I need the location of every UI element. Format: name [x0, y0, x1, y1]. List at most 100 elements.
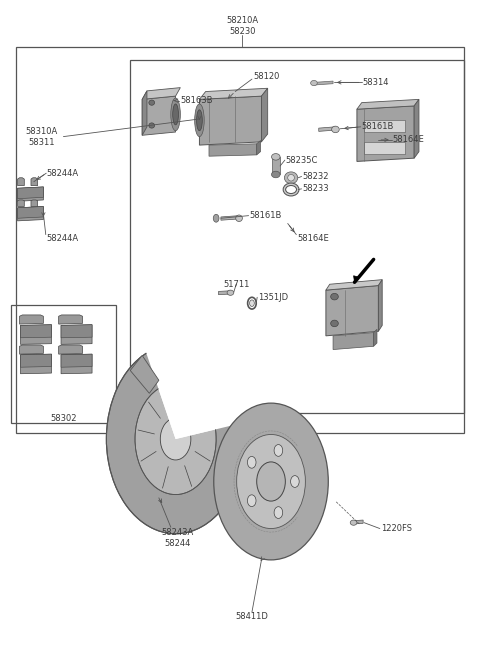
Circle shape	[290, 476, 299, 487]
Polygon shape	[314, 81, 333, 85]
Polygon shape	[20, 345, 43, 354]
Polygon shape	[414, 99, 419, 158]
Polygon shape	[354, 520, 363, 524]
Polygon shape	[262, 89, 268, 142]
Polygon shape	[18, 200, 24, 207]
Ellipse shape	[149, 100, 155, 105]
Polygon shape	[18, 187, 43, 199]
Ellipse shape	[350, 520, 357, 525]
Ellipse shape	[195, 104, 204, 136]
Bar	[364, 142, 405, 154]
Ellipse shape	[284, 172, 298, 184]
Wedge shape	[158, 384, 216, 439]
Ellipse shape	[272, 171, 280, 178]
Polygon shape	[142, 88, 180, 99]
Circle shape	[135, 384, 216, 495]
Polygon shape	[357, 106, 414, 161]
Polygon shape	[61, 354, 92, 374]
Polygon shape	[21, 325, 51, 344]
Ellipse shape	[250, 300, 254, 306]
Polygon shape	[18, 178, 24, 186]
Bar	[16, 47, 464, 432]
Circle shape	[107, 344, 245, 534]
Circle shape	[237, 434, 305, 529]
Polygon shape	[18, 207, 43, 221]
Polygon shape	[21, 354, 51, 367]
Ellipse shape	[197, 110, 202, 131]
Circle shape	[247, 457, 256, 468]
Ellipse shape	[331, 293, 338, 300]
Polygon shape	[333, 333, 373, 350]
Ellipse shape	[149, 123, 155, 128]
Polygon shape	[59, 345, 83, 354]
Polygon shape	[61, 325, 92, 344]
Circle shape	[257, 462, 285, 501]
Text: 51711: 51711	[224, 279, 250, 289]
Polygon shape	[21, 325, 51, 338]
Circle shape	[214, 403, 328, 560]
Text: 58244A: 58244A	[47, 169, 79, 178]
Circle shape	[274, 506, 283, 518]
Text: 58232: 58232	[302, 172, 328, 181]
Polygon shape	[130, 356, 159, 394]
Wedge shape	[144, 338, 249, 439]
Text: 58164E: 58164E	[297, 234, 329, 243]
Ellipse shape	[288, 174, 294, 181]
Text: 1220FS: 1220FS	[381, 524, 412, 533]
Polygon shape	[209, 144, 257, 156]
Bar	[130, 60, 464, 413]
Polygon shape	[61, 354, 92, 367]
Polygon shape	[221, 216, 239, 220]
Bar	[11, 305, 116, 422]
Ellipse shape	[236, 215, 242, 222]
Ellipse shape	[227, 290, 234, 295]
Text: 58302: 58302	[50, 414, 77, 422]
Text: 58210A
58230: 58210A 58230	[227, 16, 258, 35]
Text: 58310A
58311: 58310A 58311	[26, 127, 58, 147]
Polygon shape	[61, 325, 92, 338]
Text: 1351JD: 1351JD	[258, 293, 288, 302]
Ellipse shape	[171, 98, 180, 131]
Polygon shape	[20, 315, 43, 324]
Polygon shape	[326, 279, 382, 290]
Polygon shape	[18, 207, 43, 218]
Text: 58233: 58233	[302, 184, 329, 194]
Text: 58161B: 58161B	[250, 211, 282, 220]
Polygon shape	[257, 140, 261, 155]
Polygon shape	[21, 354, 51, 374]
Polygon shape	[142, 96, 176, 135]
Polygon shape	[218, 291, 230, 295]
Polygon shape	[354, 276, 359, 282]
Text: 58120: 58120	[253, 72, 279, 81]
Ellipse shape	[331, 320, 338, 327]
Circle shape	[160, 418, 191, 460]
Polygon shape	[326, 285, 378, 336]
Polygon shape	[59, 315, 83, 324]
Text: 58244A: 58244A	[47, 234, 79, 243]
Text: 58314: 58314	[363, 78, 389, 87]
Circle shape	[247, 495, 256, 506]
Ellipse shape	[332, 126, 339, 133]
Polygon shape	[373, 329, 377, 346]
Text: 58411D: 58411D	[236, 612, 268, 621]
Ellipse shape	[311, 81, 317, 86]
Polygon shape	[357, 99, 419, 109]
Ellipse shape	[272, 154, 280, 160]
Polygon shape	[18, 187, 43, 201]
Text: 58163B: 58163B	[180, 96, 213, 105]
Polygon shape	[142, 91, 147, 135]
Text: 58161B: 58161B	[361, 122, 394, 131]
Text: 58235C: 58235C	[285, 155, 318, 165]
Polygon shape	[378, 279, 382, 331]
Text: 58243A
58244: 58243A 58244	[162, 528, 194, 548]
Circle shape	[213, 215, 219, 222]
Polygon shape	[199, 96, 262, 145]
Polygon shape	[31, 178, 37, 186]
Polygon shape	[272, 157, 280, 174]
Polygon shape	[319, 127, 336, 131]
Polygon shape	[199, 89, 268, 99]
Ellipse shape	[173, 104, 179, 125]
Bar	[364, 120, 405, 132]
Circle shape	[274, 445, 283, 457]
Polygon shape	[31, 200, 37, 207]
